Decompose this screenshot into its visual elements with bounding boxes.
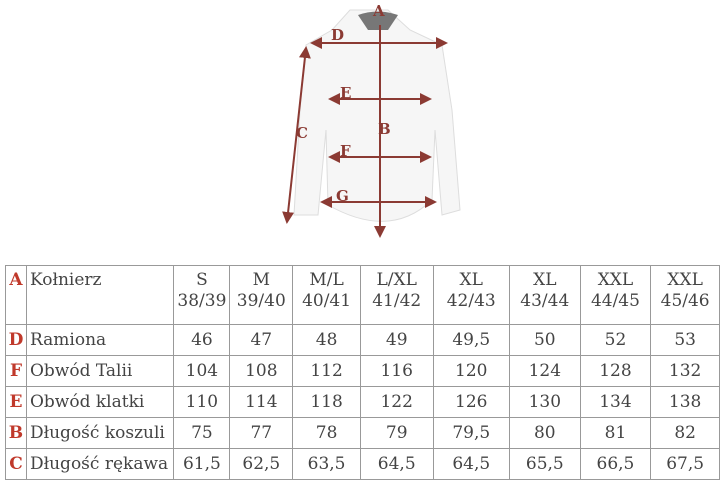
table-cell: 50 <box>508 324 581 356</box>
label-b: B <box>378 120 391 138</box>
table-cell: 110 <box>173 386 231 418</box>
collar-size: 45/46 <box>660 291 710 311</box>
shirt-measurement-diagram: A D E B C F G <box>282 2 461 238</box>
size-name: M/L <box>309 270 344 290</box>
table-cell: 61,5 <box>173 448 231 480</box>
table-cell: 64,5 <box>432 448 510 480</box>
label-g: G <box>336 187 349 205</box>
size-name: XL <box>459 270 483 290</box>
collar-size: 39/40 <box>236 291 286 311</box>
table-cell: 46 <box>173 324 231 356</box>
collar-size: 40/41 <box>302 291 352 311</box>
row-label: Obwód Talii <box>25 355 175 387</box>
row-letter: F <box>5 355 27 387</box>
row-letter: A <box>5 265 27 325</box>
table-cell: 108 <box>229 355 294 387</box>
collar-size: 41/42 <box>372 291 422 311</box>
table-cell: 79,5 <box>432 417 510 449</box>
row-label: Kołnierz <box>25 265 175 325</box>
table-cell: 114 <box>229 386 294 418</box>
table-cell: 79 <box>359 417 434 449</box>
row-letter: E <box>5 386 27 418</box>
table-cell: 62,5 <box>229 448 294 480</box>
table-cell: 52 <box>579 324 652 356</box>
table-cell: 78 <box>292 417 361 449</box>
table-cell: 82 <box>650 417 720 449</box>
table-cell: 124 <box>508 355 581 387</box>
collar-size: 42/43 <box>446 291 496 311</box>
table-cell: 63,5 <box>292 448 361 480</box>
size-name: S <box>196 270 208 290</box>
size-name: XXL <box>667 270 703 290</box>
table-cell: 126 <box>432 386 510 418</box>
size-header: S 38/39 <box>173 265 231 325</box>
size-header: XXL 44/45 <box>579 265 652 325</box>
arrow-c <box>282 46 311 224</box>
size-header: XXL 45/46 <box>650 265 720 325</box>
table-cell: 104 <box>173 355 231 387</box>
size-header: M/L 40/41 <box>292 265 361 325</box>
row-letter: C <box>5 448 27 480</box>
label-c: C <box>296 124 308 142</box>
table-row: C Długość rękawa 61,5 62,5 63,5 64,5 64,5 65,5 6… <box>5 448 720 480</box>
size-header: M 39/40 <box>229 265 294 325</box>
collar-size: 43/44 <box>520 291 570 311</box>
collar-size: 44/45 <box>590 291 640 311</box>
table-cell: 80 <box>508 417 581 449</box>
label-f: F <box>340 142 351 160</box>
table-cell: 49 <box>359 324 434 356</box>
table-row: F Obwód Talii 104 108 112 116 120 124 128 132 <box>5 355 720 387</box>
row-label: Ramiona <box>25 324 175 356</box>
table-cell: 120 <box>432 355 510 387</box>
table-cell: 132 <box>650 355 720 387</box>
size-name: XL <box>533 270 557 290</box>
size-name: XXL <box>597 270 634 290</box>
size-header: L/XL 41/42 <box>359 265 434 325</box>
table-cell: 53 <box>650 324 720 356</box>
collar <box>358 11 398 30</box>
table-cell: 134 <box>579 386 652 418</box>
table-header-row: A Kołnierz S 38/39 M 39/40 M/L 40/41 L/XL 41/42… <box>5 265 720 325</box>
table-row: E Obwód klatki 110 114 118 122 126 130 134 138 <box>5 386 720 418</box>
table-cell: 138 <box>650 386 720 418</box>
table-cell: 81 <box>579 417 652 449</box>
table-cell: 130 <box>508 386 581 418</box>
table-cell: 128 <box>579 355 652 387</box>
table-cell: 64,5 <box>359 448 434 480</box>
row-letter: B <box>5 417 27 449</box>
table-cell: 118 <box>292 386 361 418</box>
size-name: L/XL <box>376 270 417 290</box>
table-cell: 66,5 <box>579 448 652 480</box>
size-name: M <box>252 270 271 290</box>
table-cell: 49,5 <box>432 324 510 356</box>
label-d: D <box>331 26 344 44</box>
collar-size: 38/39 <box>177 291 227 311</box>
table-cell: 75 <box>173 417 231 449</box>
row-label: Obwód klatki <box>25 386 175 418</box>
label-a: A <box>372 2 385 20</box>
table-cell: 48 <box>292 324 361 356</box>
shirt-body <box>293 9 461 222</box>
table-cell: 65,5 <box>508 448 581 480</box>
size-header: XL 43/44 <box>508 265 581 325</box>
size-table: A Kołnierz S 38/39 M 39/40 M/L 40/41 L/XL 41/42… <box>5 265 720 480</box>
table-cell: 47 <box>229 324 294 356</box>
table-row: D Ramiona 46 47 48 49 49,5 50 52 53 <box>5 324 720 356</box>
table-cell: 122 <box>359 386 434 418</box>
size-header: XL 42/43 <box>432 265 510 325</box>
table-cell: 116 <box>359 355 434 387</box>
label-e: E <box>340 84 351 102</box>
table-cell: 67,5 <box>650 448 720 480</box>
row-label: Długość rękawa <box>25 448 175 480</box>
row-letter: D <box>5 324 27 356</box>
table-cell: 77 <box>229 417 294 449</box>
row-label: Długość koszuli <box>25 417 175 449</box>
table-cell: 112 <box>292 355 361 387</box>
table-row: B Długość koszuli 75 77 78 79 79,5 80 81 82 <box>5 417 720 449</box>
